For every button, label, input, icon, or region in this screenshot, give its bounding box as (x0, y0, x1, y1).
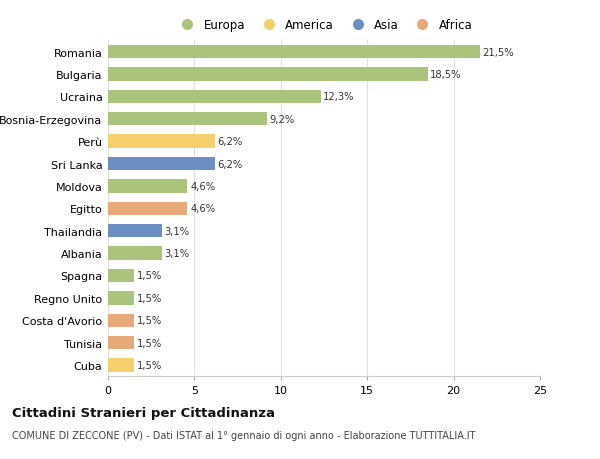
Text: 4,6%: 4,6% (190, 204, 215, 214)
Text: 9,2%: 9,2% (269, 114, 295, 124)
Bar (108, 358, 134, 372)
Text: 18,5%: 18,5% (430, 70, 462, 80)
Text: 21,5%: 21,5% (482, 47, 514, 57)
Bar (108, 202, 187, 216)
Bar (108, 336, 134, 350)
Bar (108, 46, 479, 59)
Text: Cittadini Stranieri per Cittadinanza: Cittadini Stranieri per Cittadinanza (12, 406, 275, 419)
Bar (108, 90, 320, 104)
Legend: Europa, America, Asia, Africa: Europa, America, Asia, Africa (175, 19, 473, 32)
Text: 1,5%: 1,5% (137, 360, 162, 370)
Bar (108, 68, 428, 82)
Bar (108, 247, 161, 260)
Text: 1,5%: 1,5% (137, 271, 162, 281)
Text: 6,2%: 6,2% (218, 159, 243, 169)
Bar (108, 314, 134, 327)
Bar (108, 157, 215, 171)
Bar (108, 180, 187, 193)
Text: 6,2%: 6,2% (218, 137, 243, 147)
Text: 3,1%: 3,1% (164, 248, 189, 258)
Text: COMUNE DI ZECCONE (PV) - Dati ISTAT al 1° gennaio di ogni anno - Elaborazione TU: COMUNE DI ZECCONE (PV) - Dati ISTAT al 1… (12, 431, 476, 441)
Bar (108, 224, 161, 238)
Text: 1,5%: 1,5% (137, 293, 162, 303)
Bar (108, 291, 134, 305)
Text: 4,6%: 4,6% (190, 181, 215, 191)
Text: 1,5%: 1,5% (137, 315, 162, 325)
Text: 3,1%: 3,1% (164, 226, 189, 236)
Text: 1,5%: 1,5% (137, 338, 162, 348)
Bar (108, 135, 215, 149)
Bar (108, 269, 134, 283)
Text: 12,3%: 12,3% (323, 92, 355, 102)
Bar (108, 113, 267, 126)
